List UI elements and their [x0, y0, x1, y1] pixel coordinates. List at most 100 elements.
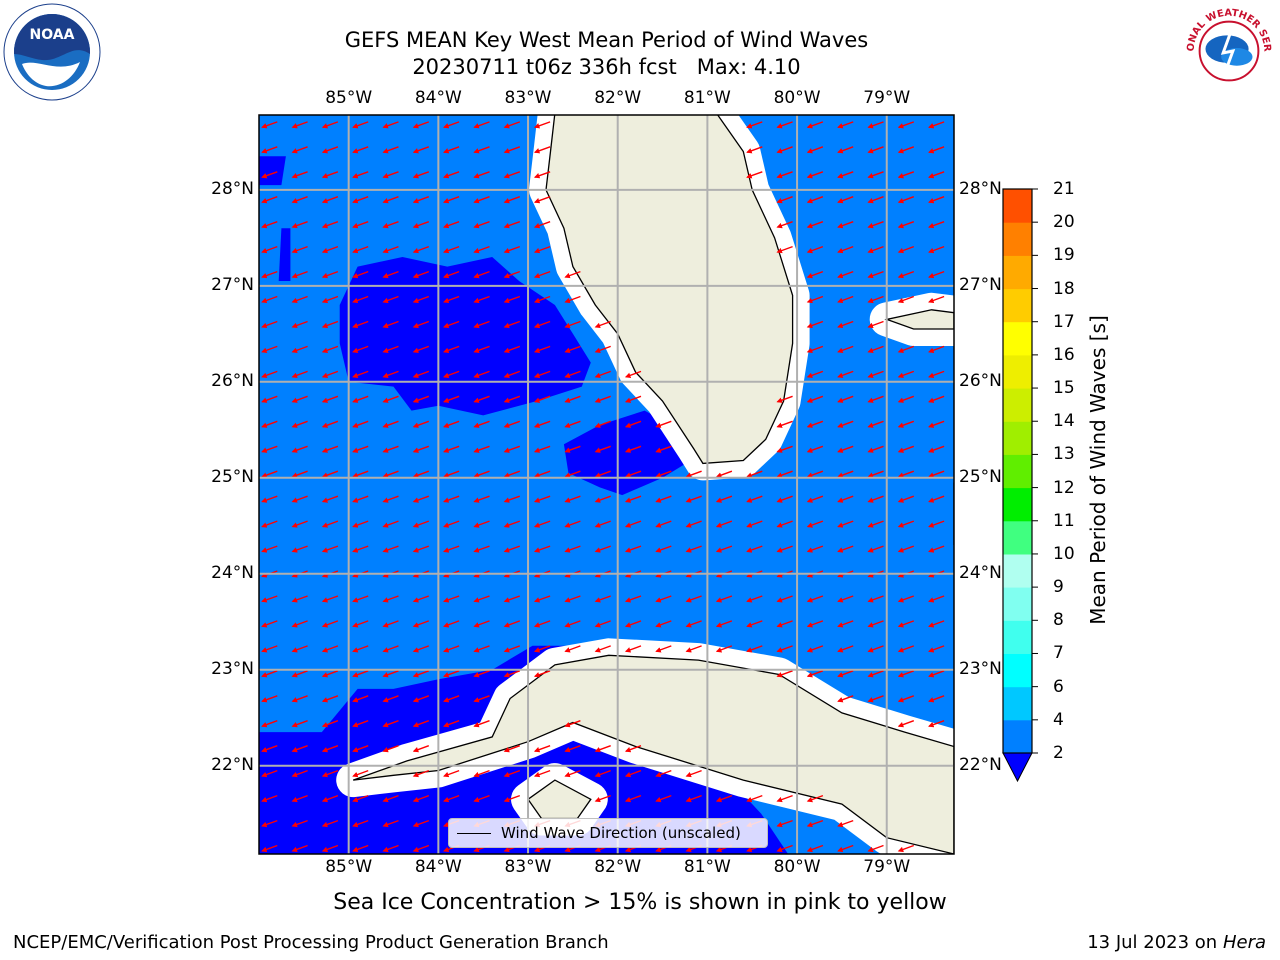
wave-arrow — [776, 819, 793, 828]
colorbar-tick-label: 8 — [1053, 610, 1064, 631]
wave-arrow — [291, 221, 308, 229]
wave-arrow — [837, 645, 854, 653]
colorbar-tick-label: 4 — [1053, 709, 1064, 730]
wave-arrow — [806, 245, 824, 254]
wave-arrow — [715, 470, 733, 478]
wave-arrow — [715, 645, 733, 653]
wave-arrow — [594, 745, 611, 753]
wave-arrow — [655, 794, 672, 803]
wave-arrow — [261, 245, 278, 254]
wave-arrow — [321, 245, 339, 254]
wave-arrow — [352, 345, 369, 353]
wave-arrow — [564, 370, 581, 378]
wave-arrow — [806, 395, 824, 403]
wave-arrow — [776, 146, 793, 154]
wave-arrow — [352, 445, 369, 453]
colorbar-segment — [1003, 189, 1032, 223]
wave-arrow — [321, 545, 339, 553]
wave-arrow — [564, 320, 581, 329]
wave-arrow — [533, 270, 551, 279]
wave-arrow — [624, 395, 642, 403]
wave-arrow — [261, 221, 278, 229]
wave-arrow — [321, 720, 339, 728]
footer-organization: NCEP/EMC/Verification Post Processing Pr… — [13, 932, 609, 953]
wave-arrow — [412, 520, 430, 528]
wave-arrow — [382, 844, 399, 853]
wave-arrow — [473, 395, 490, 403]
wave-arrow — [867, 171, 884, 179]
chart-title: GEFS MEAN Key West Mean Period of Wind W… — [344, 28, 869, 52]
lat-tick-label: 22°N — [211, 754, 254, 775]
wave-arrow — [321, 221, 339, 229]
wave-arrow — [746, 620, 763, 628]
wave-arrow — [473, 695, 490, 703]
wave-arrow — [806, 445, 824, 453]
colorbar-tick-label: 11 — [1053, 510, 1075, 531]
wave-arrow — [867, 320, 884, 329]
wave-arrow — [928, 295, 945, 304]
graticule — [259, 115, 954, 854]
wave-arrow — [352, 520, 369, 528]
wave-arrow — [533, 545, 551, 553]
wave-arrow — [291, 395, 308, 403]
wave-arrow — [867, 245, 884, 254]
wave-arrow — [291, 196, 308, 204]
wave-arrow — [564, 420, 581, 428]
lat-tick-label: 23°N — [211, 658, 254, 679]
wave-arrow — [352, 370, 369, 378]
wave-arrow — [715, 520, 733, 528]
wave-arrow — [412, 146, 430, 154]
wave-arrow — [291, 295, 308, 304]
wave-arrow — [352, 794, 369, 803]
wave-arrow — [382, 520, 399, 528]
wave-arrow — [806, 595, 824, 603]
lon-tick-label: 83°W — [504, 857, 552, 877]
colorbar-segment — [1003, 388, 1032, 422]
wave-arrow — [412, 819, 430, 828]
wave-arrow — [321, 146, 339, 154]
wave-arrow — [806, 270, 824, 279]
wave-arrow — [564, 445, 581, 453]
wave-arrow — [321, 445, 339, 453]
wave-arrow — [321, 769, 339, 778]
wave-arrow — [594, 595, 611, 603]
wave-arrow — [624, 595, 642, 603]
footer-host: Hera — [1222, 932, 1266, 953]
wave-arrow — [867, 146, 884, 154]
wave-arrow — [837, 196, 854, 204]
wave-arrow — [352, 769, 369, 778]
wave-arrow — [291, 171, 308, 179]
wave-arrow — [564, 345, 581, 353]
wave-arrow — [655, 445, 672, 453]
wave-arrow — [503, 520, 521, 528]
wave-arrow — [352, 844, 369, 853]
wave-arrow — [291, 121, 308, 129]
wave-arrow — [503, 221, 521, 229]
wave-arrow — [928, 395, 945, 403]
colorbar-tick-label: 7 — [1053, 643, 1064, 664]
wave-arrow — [473, 121, 490, 129]
wave-arrow — [655, 645, 672, 653]
wave-arrow — [443, 270, 460, 279]
wave-arrow — [261, 495, 278, 503]
wave-arrow — [564, 470, 581, 478]
wave-arrow — [533, 171, 551, 179]
wave-arrow — [503, 545, 521, 553]
wave-arrow — [443, 545, 460, 553]
wave-arrow — [685, 645, 702, 653]
wave-arrow — [928, 121, 945, 129]
wave-arrow — [291, 270, 308, 279]
wave-arrow — [837, 670, 854, 678]
wave-arrow — [624, 520, 642, 528]
wave-arrow — [837, 495, 854, 503]
wave-arrow — [412, 595, 430, 603]
wave-arrow — [503, 794, 521, 803]
lat-tick-label: 28°N — [211, 178, 254, 199]
wave-arrow — [443, 345, 460, 353]
wave-arrow — [655, 620, 672, 628]
wave-arrow — [473, 595, 490, 603]
wave-arrow — [473, 545, 490, 553]
wave-arrow — [867, 495, 884, 503]
wave-arrow — [503, 196, 521, 204]
